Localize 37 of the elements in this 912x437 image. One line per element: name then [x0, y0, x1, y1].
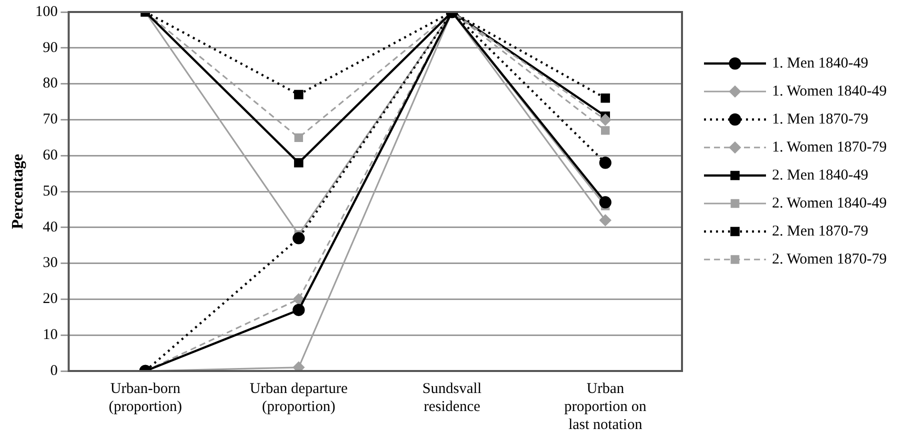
point	[294, 90, 304, 100]
y-tick-label: 50	[42, 183, 58, 200]
point	[599, 196, 612, 208]
x-tick-label: Urban proportion on last notation	[564, 380, 647, 433]
point	[292, 362, 304, 371]
legend-label: 2. Men 1870-79	[772, 223, 868, 240]
legend-label: 1. Men 1870-79	[772, 111, 868, 128]
legend-label: 1. Men 1840-49	[772, 55, 868, 72]
y-tick-label: 100	[35, 4, 58, 20]
y-axis-title: Percentage	[10, 154, 27, 230]
point	[294, 158, 304, 168]
y-tick-label: 20	[42, 291, 58, 308]
legend-label: 2. Women 1840-49	[772, 195, 887, 212]
legend-label: 1. Women 1840-49	[772, 83, 887, 100]
y-tick-label: 30	[42, 255, 58, 272]
x-tick-label: Urban-born (proportion)	[108, 380, 182, 415]
point	[601, 126, 610, 135]
x-tick-label: Urban departure (proportion)	[250, 380, 348, 415]
legend-label: 1. Women 1870-79	[772, 139, 887, 156]
y-tick-label: 60	[42, 148, 58, 164]
y-tick-label: 70	[42, 112, 58, 128]
y-tick-label: 90	[42, 40, 58, 56]
point	[600, 114, 612, 126]
legend-label: 2. Men 1840-49	[772, 167, 868, 184]
x-tick-label: Sundsvall residence	[422, 380, 482, 415]
point	[292, 232, 305, 244]
point	[600, 214, 612, 226]
point	[294, 133, 304, 142]
y-tick-label: 40	[42, 219, 58, 236]
y-tick-label: 80	[42, 76, 58, 92]
y-tick-label: 10	[42, 327, 58, 344]
point	[292, 293, 304, 305]
point	[599, 156, 612, 169]
point	[292, 304, 305, 316]
y-tick-label: 0	[50, 362, 58, 379]
legend-label: 2. Women 1870-79	[772, 251, 887, 268]
point	[600, 94, 610, 103]
